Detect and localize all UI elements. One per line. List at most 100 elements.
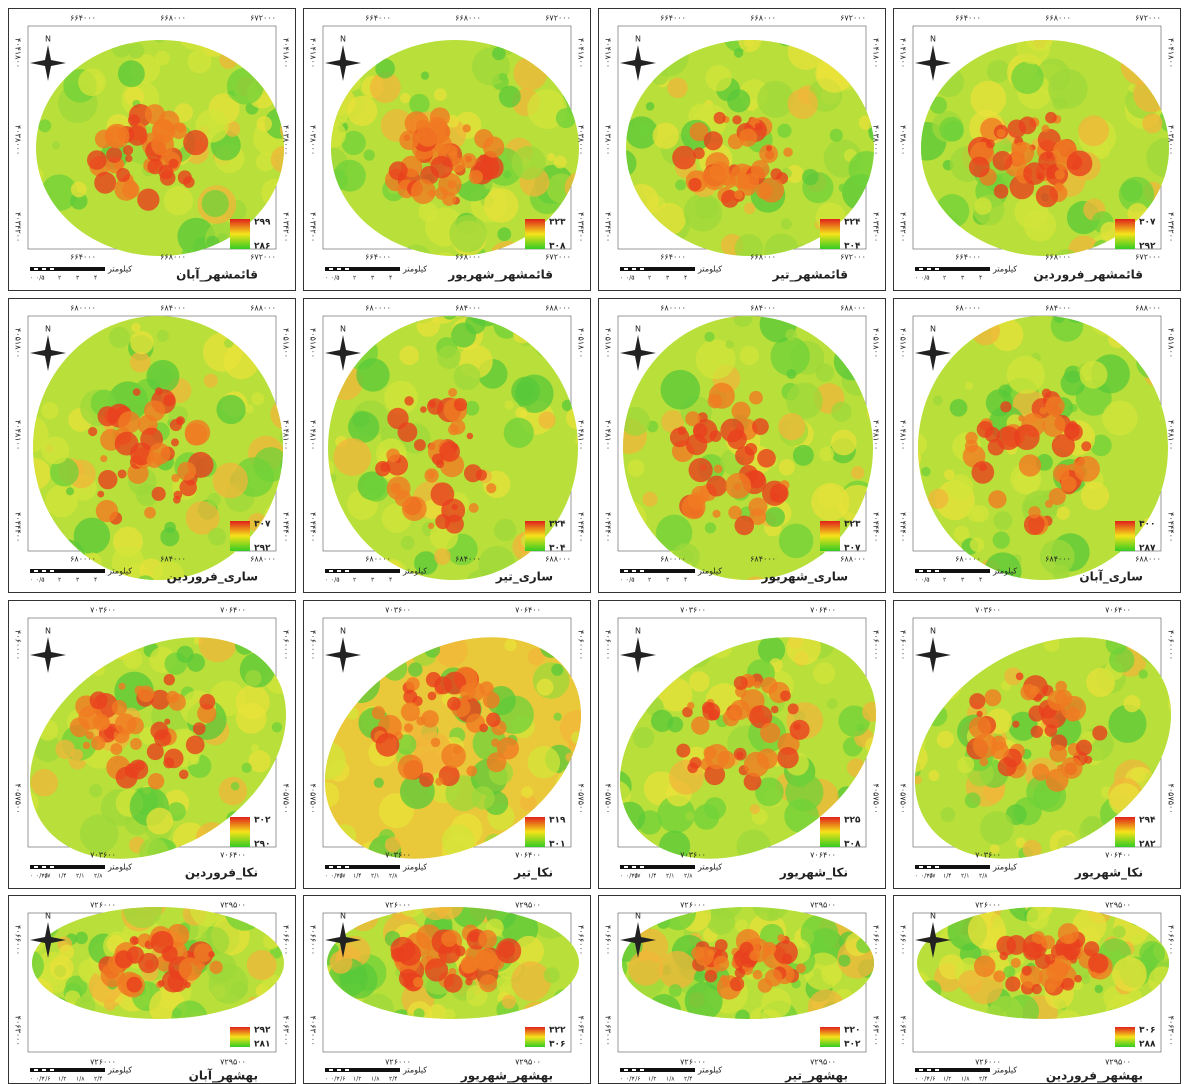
legend-ramp bbox=[1115, 521, 1135, 551]
legend-min: ۲۹۰ bbox=[254, 840, 270, 850]
scale-bar bbox=[620, 865, 695, 869]
scale-label: ۳ bbox=[76, 275, 80, 282]
y-tick-label: ۴۰۴۱۸۰۰ bbox=[309, 38, 318, 68]
scale-label: ۰ bbox=[30, 275, 33, 282]
map-title: نکا_تیر bbox=[513, 866, 553, 881]
scale-label: ۲ bbox=[58, 275, 61, 282]
scale-unit: کیلومتر bbox=[107, 265, 132, 274]
scale-label: ۱/۴ bbox=[943, 873, 951, 880]
scale-label: ۰ bbox=[620, 873, 623, 880]
y-tick-label: ۴۰۵۷۵۰۰ bbox=[14, 784, 23, 814]
scale-label: ۱ bbox=[927, 577, 930, 584]
scale-label: ۳ bbox=[666, 275, 670, 282]
north-label: N bbox=[635, 35, 641, 44]
north-arrow bbox=[915, 335, 951, 371]
scale-label: ۰/۳ bbox=[921, 1076, 930, 1083]
y-tick-label: ۴۰۵۷۵۰۰ bbox=[309, 784, 318, 814]
x-tick-label: ۶۷۲۰۰۰ bbox=[840, 14, 866, 23]
scale-unit: کیلومتر bbox=[697, 863, 722, 872]
scale-bar bbox=[325, 865, 400, 869]
x-tick-label: ۷۰۳۶۰۰ bbox=[975, 606, 1001, 615]
scale-label: ۰ bbox=[30, 577, 33, 584]
x-tick-label: ۷۲۹۵۰۰ bbox=[220, 901, 246, 910]
north-label: N bbox=[635, 325, 641, 334]
x-tick-label: ۶۸۸۰۰۰ bbox=[840, 304, 866, 313]
north-arrow bbox=[915, 922, 951, 958]
scale-label: ۱/۲ bbox=[58, 1076, 66, 1083]
scale-label: ۲/۴ bbox=[979, 1076, 987, 1083]
north-arrow bbox=[30, 922, 66, 958]
scale-label: ۰/۶ bbox=[927, 1076, 935, 1083]
scale-label: ۱ bbox=[632, 275, 635, 282]
scale-label: ۰/۵ bbox=[36, 275, 44, 282]
legend-ramp bbox=[820, 521, 840, 551]
scale-unit: کیلومتر bbox=[107, 863, 132, 872]
map-title: نکا_شهریور bbox=[1074, 866, 1143, 881]
scale-bar bbox=[325, 1068, 400, 1072]
y-tick-label: ۴۰۴۱۸۰۰ bbox=[899, 38, 908, 68]
map-panel: N ۷۰۳۶۰۰ ۷۰۳۶۰۰ ۷۰۶۴۰۰ ۷۰۶۴۰۰ ۴۰۶۰۰۰۰ ۴۰۶۰۰۰۰ ۴… bbox=[893, 600, 1181, 889]
y-tick-label: ۴۰۳۸۰۰۰ bbox=[899, 125, 908, 155]
scale-bar-segment bbox=[34, 866, 38, 868]
x-tick-label: ۶۶۸۰۰۰ bbox=[455, 253, 481, 262]
scale-bar-segment bbox=[927, 268, 931, 270]
scale-label: ۱/۲ bbox=[648, 1076, 656, 1083]
scale-label: ۱ bbox=[632, 577, 635, 584]
scale-bar-segment bbox=[337, 866, 341, 868]
scale-label: ۰/۷ bbox=[927, 873, 936, 880]
scale-label: ۰ bbox=[30, 1076, 33, 1083]
y-tick-label: ۴۰۴۸۱۰۰ bbox=[577, 420, 586, 450]
x-tick-label: ۶۷۲۰۰۰ bbox=[1135, 253, 1161, 262]
y-tick-label: ۴۰۴۱۸۰۰ bbox=[872, 38, 881, 68]
x-tick-label: ۷۲۶۰۰۰ bbox=[680, 1058, 706, 1067]
scale-bar-segment bbox=[632, 570, 636, 572]
scale-label: ۱ bbox=[927, 275, 930, 282]
x-tick-label: ۷۲۹۵۰۰ bbox=[810, 901, 836, 910]
scale-label: ۱/۴ bbox=[648, 873, 656, 880]
scale-unit: کیلومتر bbox=[402, 265, 427, 274]
y-tick-label: ۴۰۳۸۰۰۰ bbox=[1167, 125, 1176, 155]
scale-bar bbox=[30, 865, 105, 869]
y-tick-label: ۴۰۴۴۴۰۰ bbox=[282, 512, 291, 542]
north-label: N bbox=[340, 325, 346, 334]
y-tick-label: ۴۰۳۸۰۰۰ bbox=[604, 125, 613, 155]
legend-max: ۳۲۲ bbox=[549, 1026, 566, 1036]
scale-bar-segment bbox=[640, 866, 644, 868]
scale-label: ۰/۵ bbox=[626, 275, 634, 282]
scale-label: ۰ bbox=[620, 1076, 623, 1083]
y-tick-label: ۴۰۳۴۲۰۰ bbox=[14, 212, 23, 242]
scale-label: ۲/۸ bbox=[389, 873, 398, 880]
north-arrow bbox=[325, 637, 361, 673]
north-arrow bbox=[30, 637, 66, 673]
x-tick-label: ۶۶۸۰۰۰ bbox=[750, 253, 776, 262]
x-tick-label: ۷۲۹۵۰۰ bbox=[810, 1058, 836, 1067]
map-title: ساری_فروردین bbox=[167, 570, 258, 585]
x-tick-label: ۶۸۸۰۰۰ bbox=[250, 555, 276, 564]
x-tick-label: ۶۶۸۰۰۰ bbox=[1045, 14, 1071, 23]
x-tick-label: ۷۰۶۴۰۰ bbox=[220, 851, 246, 860]
scale-bar-segment bbox=[919, 570, 923, 572]
scale-unit: کیلومتر bbox=[697, 567, 722, 576]
x-tick-label: ۷۰۳۶۰۰ bbox=[680, 606, 706, 615]
x-tick-label: ۶۷۲۰۰۰ bbox=[545, 14, 571, 23]
scale-bar bbox=[325, 267, 400, 271]
scale-label: ۲ bbox=[353, 577, 356, 584]
legend-min: ۳۰۸ bbox=[549, 242, 566, 252]
scale-label: ۲ bbox=[943, 577, 946, 584]
north-arrow bbox=[620, 45, 656, 81]
scale-bar-segment bbox=[345, 268, 349, 270]
y-tick-label: ۴۰۴۸۱۰۰ bbox=[282, 420, 291, 450]
legend-ramp bbox=[1115, 1027, 1135, 1047]
y-tick-label: ۴۰۳۴۲۰۰ bbox=[309, 212, 318, 242]
scale-bar-segment bbox=[919, 1069, 923, 1071]
scale-label: ۰ bbox=[325, 275, 328, 282]
scale-bar-segment bbox=[34, 1069, 38, 1071]
y-tick-label: ۴۰۴۸۱۰۰ bbox=[899, 420, 908, 450]
scale-label: ۰/۷ bbox=[337, 873, 346, 880]
y-tick-label: ۴۰۴۴۴۰۰ bbox=[309, 512, 318, 542]
legend-ramp bbox=[820, 1027, 840, 1047]
scale-bar-segment bbox=[632, 1069, 636, 1071]
scale-label: ۲/۴ bbox=[389, 1076, 397, 1083]
scale-bar bbox=[620, 1068, 695, 1072]
scale-label: ۴ bbox=[684, 577, 687, 584]
